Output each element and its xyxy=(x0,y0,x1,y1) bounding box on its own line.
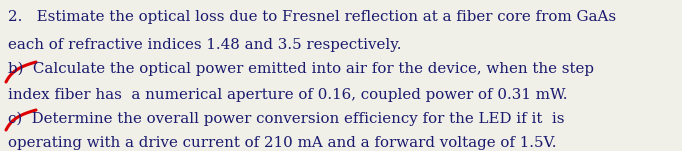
Text: b)  Calculate the optical power emitted into air for the device, when the step: b) Calculate the optical power emitted i… xyxy=(8,62,594,76)
Text: c)  Determine the overall power conversion efficiency for the LED if it  is: c) Determine the overall power conversio… xyxy=(8,112,565,126)
Text: each of refractive indices 1.48 and 3.5 respectively.: each of refractive indices 1.48 and 3.5 … xyxy=(8,38,402,52)
Text: operating with a drive current of 210 mA and a forward voltage of 1.5V.: operating with a drive current of 210 mA… xyxy=(8,136,557,150)
Text: 2.   Estimate the optical loss due to Fresnel reflection at a fiber core from Ga: 2. Estimate the optical loss due to Fres… xyxy=(8,10,616,24)
Text: index fiber has  a numerical aperture of 0.16, coupled power of 0.31 mW.: index fiber has a numerical aperture of … xyxy=(8,88,567,102)
